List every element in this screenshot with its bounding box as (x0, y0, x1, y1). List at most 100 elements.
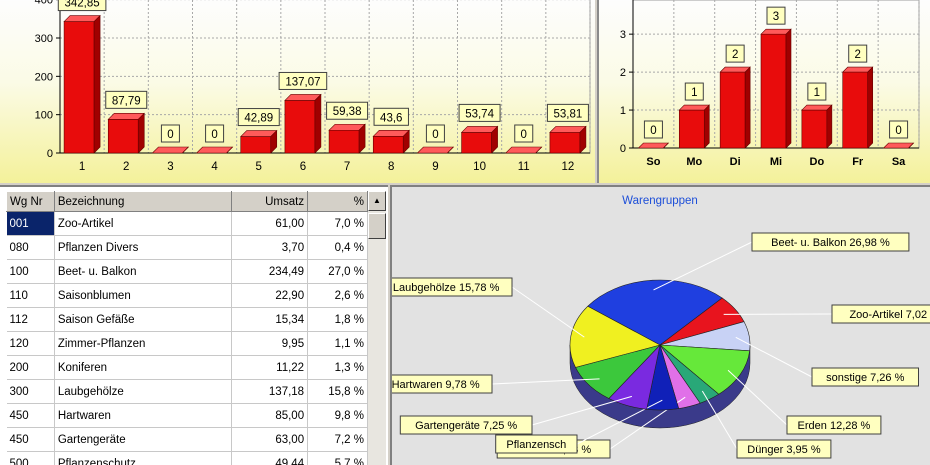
cell-percent[interactable]: 7,2 % (307, 427, 368, 452)
cell-bezeichnung[interactable]: Zoo-Artikel (54, 211, 233, 236)
cell-umsatz[interactable]: 63,00 (231, 427, 309, 452)
table-row[interactable]: 110 Saisonblumen 22,90 2,6 % (6, 283, 368, 308)
x-tick-label: 4 (211, 161, 218, 173)
cell-percent[interactable]: 0,4 % (307, 235, 368, 260)
data-label-box (458, 103, 501, 122)
table-row[interactable]: 450 Hartwaren 85,00 9,8 % (6, 403, 368, 428)
cell-wg-nr[interactable]: 300 (6, 379, 55, 404)
product-group-table[interactable]: Wg Nr Bezeichnung Umsatz % 001 Zoo-Artike… (6, 191, 368, 465)
cell-percent[interactable]: 1,1 % (307, 331, 368, 356)
cell-percent[interactable]: 1,3 % (307, 355, 368, 380)
data-label-box (848, 44, 868, 63)
table-header-row: Wg Nr Bezeichnung Umsatz % (6, 191, 368, 212)
cell-umsatz[interactable]: 49,44 (231, 451, 309, 465)
bar (842, 71, 869, 149)
cell-wg-nr[interactable]: 001 (6, 211, 55, 236)
cell-umsatz[interactable]: 234,49 (231, 259, 309, 284)
y-tick-label: 0 (620, 143, 626, 155)
cell-percent[interactable]: 1,8 % (307, 307, 368, 332)
cell-bezeichnung[interactable]: Saison Gefäße (54, 307, 233, 332)
cell-wg-nr[interactable]: 120 (6, 331, 55, 356)
cell-umsatz[interactable]: 22,90 (231, 283, 309, 308)
bar-side-face (447, 146, 454, 154)
table-row[interactable]: 450 Gartengeräte 63,00 7,2 % (6, 427, 368, 452)
table-row[interactable]: 300 Laubgehölze 137,18 15,8 % (6, 379, 368, 404)
product-group-pie-panel: Warengruppen Beet- u. Balkon 26,98 % Zoo-A… (390, 185, 930, 465)
cell-wg-nr[interactable]: 100 (6, 259, 55, 284)
x-tick-label: Sa (892, 156, 906, 168)
cell-wg-nr[interactable]: 200 (6, 355, 55, 380)
data-label: 342,85 (64, 0, 99, 10)
cell-wg-nr[interactable]: 110 (6, 283, 55, 308)
cell-percent[interactable]: 27,0 % (307, 259, 368, 284)
cell-bezeichnung[interactable]: Laubgehölze (54, 379, 233, 404)
x-tick-label: 8 (388, 161, 394, 173)
cell-percent[interactable]: 5,7 % (307, 451, 368, 465)
bar-side-face (867, 66, 874, 149)
table-row[interactable]: 200 Koniferen 11,22 1,3 % (6, 355, 368, 380)
cell-percent[interactable]: 9,8 % (307, 403, 368, 428)
data-label: 87,79 (112, 95, 141, 107)
cell-percent[interactable]: 15,8 % (307, 379, 368, 404)
bar (801, 109, 828, 149)
cell-bezeichnung[interactable]: Pflanzenschutz (54, 451, 233, 465)
pie-slice (659, 344, 750, 395)
scroll-up-button[interactable]: ▲ (368, 191, 386, 211)
column-header-umsatz[interactable]: Umsatz (231, 191, 309, 212)
cell-bezeichnung[interactable]: Beet- u. Balkon (54, 259, 233, 284)
pie-label-box (831, 304, 930, 324)
cell-wg-nr[interactable]: 450 (6, 427, 55, 452)
column-header-bezeichnung[interactable]: Bezeichnung (53, 191, 233, 212)
cell-bezeichnung[interactable]: Gartengeräte (54, 427, 233, 452)
table-row[interactable]: 112 Saison Gefäße 15,34 1,8 % (6, 307, 368, 332)
table-row[interactable]: 120 Zimmer-Pflanzen 9,95 1,1 % (6, 331, 368, 356)
bar (678, 109, 705, 149)
pie-label-box (399, 415, 533, 435)
cell-umsatz[interactable]: 15,34 (231, 307, 309, 332)
x-tick-label: Mi (770, 156, 782, 168)
bar (549, 132, 581, 154)
cell-umsatz[interactable]: 3,70 (231, 235, 309, 260)
pie-leader-line (576, 399, 663, 445)
table-vertical-scrollbar[interactable]: ▲ (368, 191, 386, 465)
cell-umsatz[interactable]: 137,18 (231, 379, 309, 404)
cell-bezeichnung[interactable]: Hartwaren (54, 403, 233, 428)
bar-side-face (908, 142, 914, 149)
cell-wg-nr[interactable]: 080 (6, 235, 55, 260)
bar-side-face (579, 125, 587, 154)
x-tick-label: 6 (300, 161, 306, 173)
cell-umsatz[interactable]: 61,00 (231, 211, 309, 236)
cell-umsatz[interactable]: 9,95 (231, 331, 309, 356)
cell-umsatz[interactable]: 11,22 (231, 355, 309, 380)
data-label-box (684, 82, 704, 101)
cell-wg-nr[interactable]: 112 (6, 307, 55, 332)
cell-wg-nr[interactable]: 500 (6, 451, 55, 465)
column-header-wg-nr[interactable]: Wg Nr (6, 191, 55, 212)
y-tick-label: 0 (47, 148, 53, 160)
column-header-percent[interactable]: % (307, 191, 368, 212)
cell-umsatz[interactable]: 85,00 (231, 403, 309, 428)
cell-bezeichnung[interactable]: Zimmer-Pflanzen (54, 331, 233, 356)
scroll-thumb[interactable] (368, 213, 386, 239)
table-row[interactable]: 080 Pflanzen Divers 3,70 0,4 % (6, 235, 368, 260)
bar-side-face (744, 66, 751, 149)
bar-side-face (93, 14, 101, 154)
cell-bezeichnung[interactable]: Saisonblumen (54, 283, 233, 308)
bar (240, 136, 272, 154)
x-tick-label: Di (730, 156, 741, 168)
data-label-box (725, 44, 745, 63)
cell-percent[interactable]: 7,0 % (307, 211, 368, 236)
cell-percent[interactable]: 2,6 % (307, 283, 368, 308)
table-row[interactable]: 100 Beet- u. Balkon 234,49 27,0 % (6, 259, 368, 284)
x-tick-label: 10 (473, 161, 486, 173)
bar (461, 132, 492, 154)
table-row[interactable]: 500 Pflanzenschutz 49,44 5,7 % (6, 451, 368, 465)
table-row[interactable]: 001 Zoo-Artikel 61,00 7,0 % (6, 211, 368, 236)
x-tick-label: Mo (686, 156, 702, 168)
cell-wg-nr[interactable]: 450 (6, 403, 55, 428)
cell-bezeichnung[interactable]: Pflanzen Divers (54, 235, 233, 260)
cell-bezeichnung[interactable]: Koniferen (54, 355, 233, 380)
data-label: 3 (773, 11, 779, 23)
data-label-box (205, 124, 225, 143)
